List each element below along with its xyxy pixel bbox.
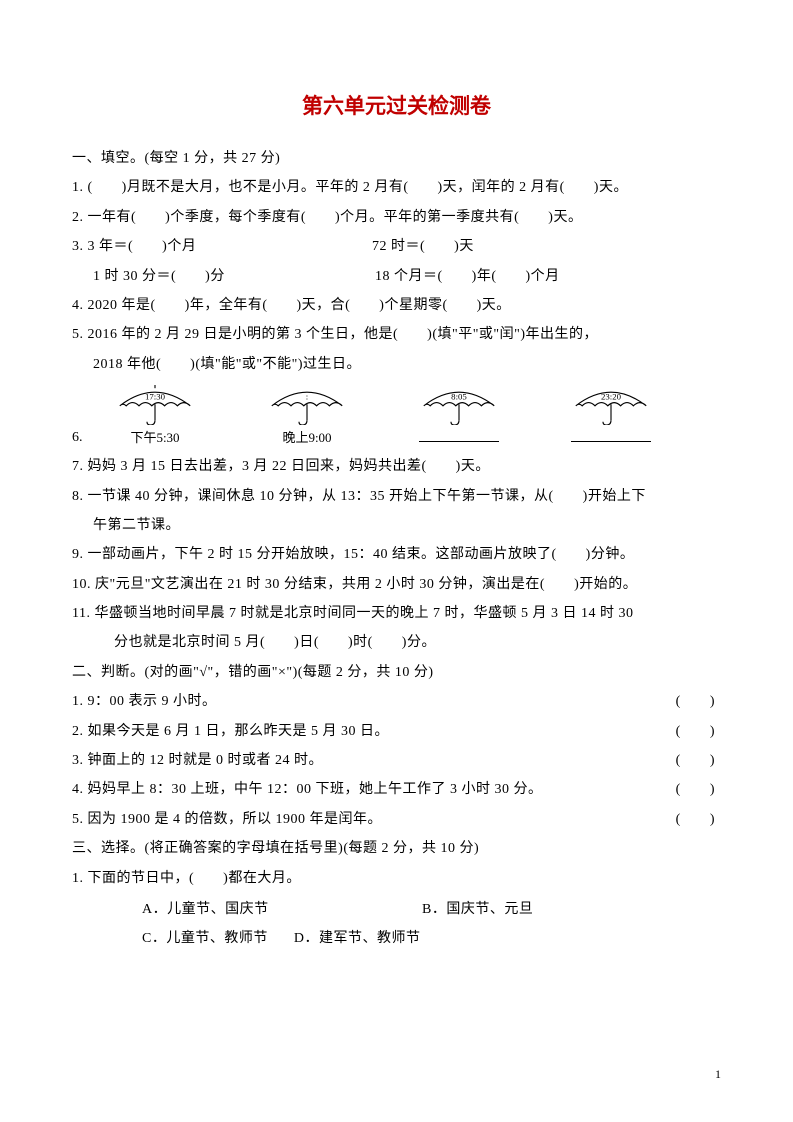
s2-q4: 4. 妈妈早上 8：30 上班，中午 12：00 下班，她上午工作了 3 小时 … <box>72 775 721 804</box>
s3-q1: 1. 下面的节日中，( )都在大月。 <box>72 864 721 893</box>
s2-heading: 二、判断。(对的画"√"，错的画"×")(每题 2 分，共 10 分) <box>72 658 721 687</box>
s1-q3b-left: 1 时 30 分＝( )分 <box>93 262 375 291</box>
umbrella-4-blank <box>546 427 676 446</box>
umbrella-2: : 晚上9:00 <box>242 385 372 446</box>
umbrella-2-time: : <box>306 392 308 402</box>
s2-q5: 5. 因为 1900 是 4 的倍数，所以 1900 年是闰年。 ( ) <box>72 805 721 834</box>
s1-q11a: 11. 华盛顿当地时间早晨 7 时就是北京时间同一天的晚上 7 时，华盛顿 5 … <box>72 599 721 628</box>
s2-q1-paren: ( ) <box>655 687 721 716</box>
s1-q5b: 2018 年他( )(填"能"或"不能")过生日。 <box>72 350 721 379</box>
umbrella-2-caption: 晚上9:00 <box>242 427 372 446</box>
s2-q1: 1. 9：00 表示 9 小时。 ( ) <box>72 687 721 716</box>
s3-optB: B．国庆节、元旦 <box>422 895 721 924</box>
s2-q4-paren: ( ) <box>655 775 721 804</box>
umbrella-4-time: 23:20 <box>601 392 622 402</box>
umbrella-4: 23:20 <box>546 385 676 446</box>
s1-q2: 2. 一年有( )个季度，每个季度有( )个月。平年的第一季度共有( )天。 <box>72 203 721 232</box>
s1-q6-label: 6. <box>72 430 90 446</box>
s1-heading: 一、填空。(每空 1 分，共 27 分) <box>72 144 721 173</box>
s1-q5a: 5. 2016 年的 2 月 29 日是小明的第 3 个生日，他是( )(填"平… <box>72 320 721 349</box>
s1-q8b: 午第二节课。 <box>72 511 721 540</box>
s2-q5-paren: ( ) <box>655 805 721 834</box>
s1-q3b-right: 18 个月＝( )年( )个月 <box>375 262 721 291</box>
s3-optD: D．建军节、教师节 <box>294 931 421 946</box>
s2-q3-paren: ( ) <box>655 746 721 775</box>
s3-q1-opts-row2: C．儿童节、教师节 D．建军节、教师节 <box>72 924 721 953</box>
s1-q11b: 分也就是北京时间 5 月( )日( )时( )分。 <box>72 628 721 657</box>
umbrella-1-time: 17:30 <box>145 392 166 402</box>
umbrella-icon: 8:05 <box>409 385 509 425</box>
umbrella-3: 8:05 <box>394 385 524 446</box>
s2-q2-paren: ( ) <box>655 717 721 746</box>
s2-q5-text: 5. 因为 1900 是 4 的倍数，所以 1900 年是闰年。 <box>72 805 655 834</box>
s3-optC: C．儿童节、教师节 <box>142 931 268 946</box>
s2-q2: 2. 如果今天是 6 月 1 日，那么昨天是 5 月 30 日。 ( ) <box>72 717 721 746</box>
page-number: 1 <box>715 1067 721 1082</box>
umbrella-1: 17:30 下午5:30 <box>90 385 220 446</box>
s1-q3a-right: 72 时＝( )天 <box>372 232 721 261</box>
umbrella-icon: 17:30 <box>105 385 205 425</box>
s3-q1-opts-row1: A．儿童节、国庆节 B．国庆节、元旦 <box>72 895 721 924</box>
s1-q8a: 8. 一节课 40 分钟，课间休息 10 分钟，从 13：35 开始上下午第一节… <box>72 482 721 511</box>
s1-q9: 9. 一部动画片，下午 2 时 15 分开始放映，15：40 结束。这部动画片放… <box>72 540 721 569</box>
s2-q2-text: 2. 如果今天是 6 月 1 日，那么昨天是 5 月 30 日。 <box>72 717 655 746</box>
s3-heading: 三、选择。(将正确答案的字母填在括号里)(每题 2 分，共 10 分) <box>72 834 721 863</box>
s1-q3-row2: 1 时 30 分＝( )分 18 个月＝( )年( )个月 <box>72 262 721 291</box>
s1-q7: 7. 妈妈 3 月 15 日去出差，3 月 22 日回来，妈妈共出差( )天。 <box>72 452 721 481</box>
s1-q10: 10. 庆"元旦"文艺演出在 21 时 30 分结束，共用 2 小时 30 分钟… <box>72 570 721 599</box>
umbrella-3-time: 8:05 <box>451 392 467 402</box>
umbrella-icon: : <box>257 385 357 425</box>
umbrella-icon: 23:20 <box>561 385 661 425</box>
s2-q4-text: 4. 妈妈早上 8：30 上班，中午 12：00 下班，她上午工作了 3 小时 … <box>72 775 655 804</box>
s3-optA: A．儿童节、国庆节 <box>142 895 422 924</box>
s1-q1: 1. ( )月既不是大月，也不是小月。平年的 2 月有( )天，闰年的 2 月有… <box>72 173 721 202</box>
s1-q4: 4. 2020 年是( )年，全年有( )天，合( )个星期零( )天。 <box>72 291 721 320</box>
umbrella-3-blank <box>394 427 524 446</box>
s2-q1-text: 1. 9：00 表示 9 小时。 <box>72 687 655 716</box>
umbrella-1-caption: 下午5:30 <box>90 427 220 446</box>
s2-q3: 3. 钟面上的 12 时就是 0 时或者 24 时。 ( ) <box>72 746 721 775</box>
s2-q3-text: 3. 钟面上的 12 时就是 0 时或者 24 时。 <box>72 746 655 775</box>
page-title: 第六单元过关检测卷 <box>72 90 721 120</box>
umbrella-row: 17:30 下午5:30 : 晚上9:00 8:05 <box>90 385 676 446</box>
s1-q3a-left: 3. 3 年＝( )个月 <box>72 232 372 261</box>
s1-q3-row1: 3. 3 年＝( )个月 72 时＝( )天 <box>72 232 721 261</box>
